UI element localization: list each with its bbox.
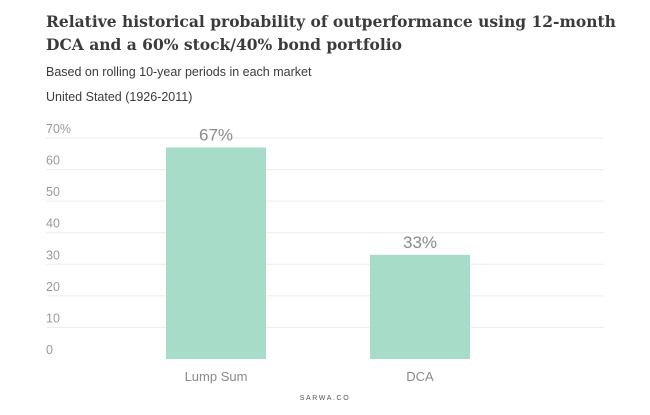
y-tick-label: 40 <box>46 217 60 231</box>
brand-footer: SARWA.CO <box>299 395 351 402</box>
category-label: DCA <box>406 369 434 384</box>
y-tick-label: 0 <box>46 343 53 357</box>
bars <box>166 147 470 359</box>
y-tick-label: 60 <box>46 154 60 168</box>
y-axis-ticks: 0 10 20 30 40 50 60 70% <box>46 122 71 357</box>
chart-title: Relative historical probability of outpe… <box>46 12 616 54</box>
y-tick-label: 70% <box>46 122 71 136</box>
y-tick-label: 50 <box>46 185 60 199</box>
gridlines <box>46 137 604 328</box>
data-label: 67% <box>199 125 233 144</box>
y-tick-label: 30 <box>46 248 60 262</box>
chart-subtitle: Based on rolling 10-year periods in each… <box>46 65 312 79</box>
bar-dca <box>370 254 470 359</box>
data-labels: 67% 33% <box>199 125 437 251</box>
category-label: Lump Sum <box>185 369 248 384</box>
data-label: 33% <box>403 233 437 252</box>
market-label: United Stated (1926-2011) <box>46 90 193 104</box>
y-tick-label: 20 <box>46 280 60 294</box>
x-axis-categories: Lump Sum DCA <box>185 369 434 384</box>
y-tick-label: 10 <box>46 311 60 325</box>
bar-lump-sum <box>166 147 266 359</box>
